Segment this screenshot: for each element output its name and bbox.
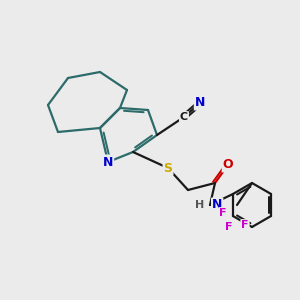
Text: C: C xyxy=(180,112,188,122)
Text: N: N xyxy=(103,155,113,169)
Text: F: F xyxy=(225,222,233,232)
Text: F: F xyxy=(241,220,249,230)
Text: F: F xyxy=(219,208,227,218)
Text: N: N xyxy=(212,199,222,212)
Text: O: O xyxy=(223,158,233,172)
Text: S: S xyxy=(164,161,172,175)
Text: H: H xyxy=(195,200,204,210)
Text: N: N xyxy=(195,97,205,110)
